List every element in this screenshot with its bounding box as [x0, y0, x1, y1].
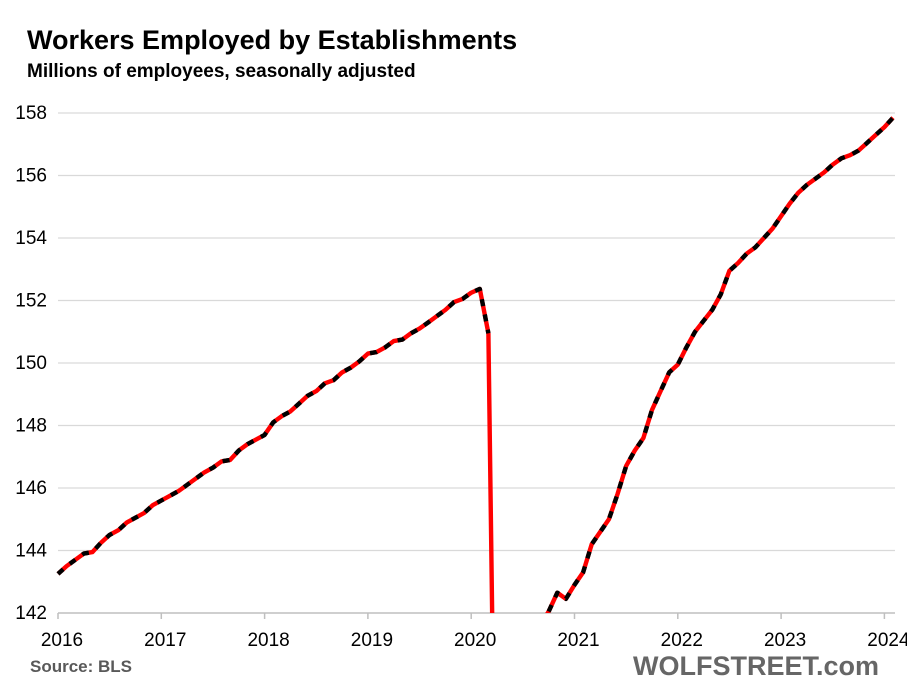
x-axis-label-2020: 2020 [454, 630, 496, 651]
x-axis-label-2019: 2019 [351, 630, 393, 651]
y-axis-label-158: 158 [15, 103, 47, 124]
y-axis-label-152: 152 [15, 291, 47, 312]
employment-line-dash-overlay [56, 116, 895, 613]
y-axis-label-144: 144 [15, 541, 47, 562]
y-axis-label-150: 150 [15, 353, 47, 374]
y-axis-label-146: 146 [15, 478, 47, 499]
y-axis-label-142: 142 [15, 603, 47, 624]
chart-subtitle: Millions of employees, seasonally adjust… [27, 61, 416, 82]
x-axis-label-2021: 2021 [557, 630, 599, 651]
x-axis-label-2018: 2018 [247, 630, 289, 651]
chart-title: Workers Employed by Establishments [27, 25, 518, 55]
x-axis-label-2024: 2024 [867, 630, 907, 651]
source-label: Source: BLS [30, 657, 133, 676]
x-axis-label-2016: 2016 [41, 630, 83, 651]
y-axis-label-156: 156 [15, 166, 47, 187]
x-axis-label-2022: 2022 [661, 630, 703, 651]
employment-line [56, 116, 895, 613]
brand-label: WOLFSTREET.com [632, 651, 879, 681]
x-axis-label-2017: 2017 [144, 630, 186, 651]
y-axis-label-154: 154 [15, 228, 47, 249]
x-axis-label-2023: 2023 [764, 630, 806, 651]
y-axis-label-148: 148 [15, 416, 47, 437]
